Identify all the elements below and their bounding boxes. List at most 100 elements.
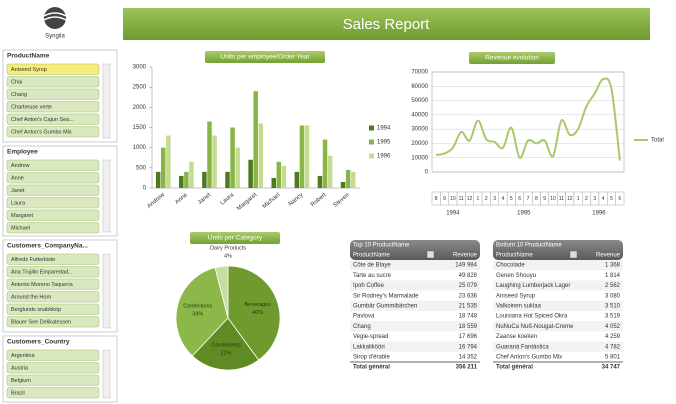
slicer-item[interactable] <box>6 253 100 265</box>
x-tick-label: 4 <box>502 196 505 202</box>
bar <box>235 147 240 188</box>
slicer-item[interactable] <box>6 113 100 125</box>
bar <box>299 125 305 188</box>
slicer-item-label: Laura <box>11 200 26 206</box>
slicer-title: Customers_CompanyNa... <box>7 243 88 250</box>
table-row <box>350 260 480 271</box>
x-tick-label: Anne <box>174 192 189 206</box>
scrollbar <box>102 63 111 139</box>
slicer-item-label: Chang <box>11 92 27 98</box>
table-cell: Chef Anton's Gumbo Mix <box>496 354 562 360</box>
x-tick-label: 9 <box>543 196 546 202</box>
chart-title-pill <box>205 51 325 63</box>
x-tick-label: 12 <box>467 196 473 202</box>
table-total: Total général <box>496 365 533 371</box>
bar <box>179 175 184 188</box>
logo-text: Syngila <box>45 34 65 40</box>
slicer-item[interactable] <box>6 184 100 196</box>
table-row <box>350 331 480 342</box>
filter-button[interactable] <box>569 250 578 259</box>
y-tick-label: 30000 <box>411 127 428 133</box>
table-cell: 3 510 <box>605 303 621 309</box>
scrollbar <box>102 349 111 399</box>
slice-label: Dairy Products <box>210 245 246 251</box>
slicer-item-label: Andrew <box>11 163 30 169</box>
slicer-item[interactable] <box>6 101 100 113</box>
table-cell: Genen Shouyu <box>496 273 536 279</box>
bar <box>248 159 253 188</box>
slicer-item[interactable] <box>6 88 100 100</box>
bar <box>166 135 171 188</box>
table-header <box>493 240 623 260</box>
slicer-item[interactable] <box>6 374 100 386</box>
chart-title: Revenue evolution <box>485 55 539 62</box>
table-cell: 14 352 <box>459 354 478 360</box>
bar <box>317 175 323 188</box>
slicer-item-label: Chef Anton's Gumbo Mix <box>11 129 72 135</box>
column-header: Revenue <box>453 253 478 259</box>
x-tick-label: 11 <box>559 196 564 202</box>
legend-label: 1996 <box>377 154 391 160</box>
slicer-item-label: Berglunds snabbköp <box>11 307 61 313</box>
slicer-item[interactable] <box>6 362 100 374</box>
table-cell: 4 052 <box>605 324 621 330</box>
table-cell: Pavlova <box>353 314 375 320</box>
table-cell: 4 782 <box>605 344 621 350</box>
slicer-item[interactable] <box>6 291 100 303</box>
chart-title-pill <box>469 52 555 64</box>
table-header <box>350 240 480 260</box>
slicer-item[interactable] <box>6 222 100 234</box>
slicer-item[interactable] <box>6 172 100 184</box>
table-cell: 23 636 <box>459 293 478 299</box>
table-cell: 5 801 <box>605 354 621 360</box>
x-tick-label: Janet <box>197 192 212 206</box>
slicer-item[interactable] <box>6 197 100 209</box>
slicer-item-label: Margaret <box>11 213 33 219</box>
x-tick-label: 6 <box>518 196 521 202</box>
slicer-item[interactable] <box>6 126 100 138</box>
x-tick-label: Nancy <box>288 192 305 208</box>
table-row <box>493 260 623 271</box>
filter-button[interactable] <box>426 250 435 259</box>
bar <box>276 161 282 188</box>
slicer-item[interactable] <box>6 76 100 88</box>
slicer-item[interactable] <box>6 63 100 75</box>
column-header: ProductName <box>353 253 390 259</box>
slicer-item[interactable] <box>6 349 100 361</box>
legend-label: 1995 <box>377 140 391 146</box>
bar <box>281 165 287 188</box>
slicer-item[interactable] <box>6 159 100 171</box>
bar <box>258 123 264 188</box>
table-cell: 21 535 <box>459 303 478 309</box>
x-tick-label: 3 <box>493 196 496 202</box>
x-tick-label: 2 <box>485 196 488 202</box>
slicer-item[interactable] <box>6 209 100 221</box>
x-tick-label: Margaret <box>236 192 259 212</box>
table-row <box>493 311 623 322</box>
y-tick-label: 20000 <box>411 141 428 147</box>
slicer-item[interactable] <box>6 266 100 278</box>
x-group-label: 1995 <box>517 211 531 217</box>
table-cell: 16 794 <box>459 344 478 350</box>
table-cell: Ipoh Coffee <box>353 283 385 289</box>
table-cell: 25 079 <box>459 283 478 289</box>
bar <box>253 91 258 188</box>
table-cell: Côte de Blaye <box>353 263 391 269</box>
slicer-item-label: Blauer See Delikatessen <box>11 319 71 325</box>
table-cell: Sir Rodney's Marmalade <box>353 293 419 299</box>
table-cell: 18 748 <box>459 314 478 320</box>
slicer-item[interactable] <box>6 387 100 399</box>
x-group-label: 1996 <box>592 211 606 217</box>
pie-slice <box>227 265 281 361</box>
table-cell: 1 368 <box>605 263 621 269</box>
x-tick-label: Steven <box>333 192 351 209</box>
slicer-item-label: Janet <box>11 188 25 194</box>
slicer-item[interactable] <box>6 316 100 328</box>
line <box>436 77 621 161</box>
slicer-item[interactable] <box>6 278 100 290</box>
x-tick-label: 2 <box>585 196 588 202</box>
column-header: Revenue <box>596 253 621 259</box>
slicer-item[interactable] <box>6 303 100 315</box>
y-tick-label: 0 <box>425 170 429 176</box>
table-total: 356 211 <box>456 365 478 371</box>
